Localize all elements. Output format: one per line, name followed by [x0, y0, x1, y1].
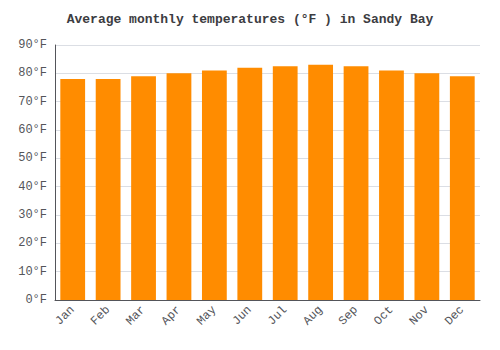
svg-text:Jun: Jun — [230, 303, 255, 328]
svg-text:70°F: 70°F — [18, 95, 47, 109]
svg-text:Nov: Nov — [407, 303, 432, 328]
svg-text:Feb: Feb — [88, 303, 113, 328]
svg-text:50°F: 50°F — [18, 151, 47, 165]
svg-text:May: May — [194, 303, 219, 328]
svg-text:Dec: Dec — [442, 303, 467, 328]
svg-text:10°F: 10°F — [18, 265, 47, 279]
svg-text:Oct: Oct — [371, 303, 396, 328]
svg-text:60°F: 60°F — [18, 123, 47, 137]
svg-text:Sep: Sep — [336, 303, 361, 328]
svg-text:Apr: Apr — [159, 303, 184, 328]
svg-text:30°F: 30°F — [18, 208, 47, 222]
svg-text:Mar: Mar — [123, 303, 148, 328]
svg-text:40°F: 40°F — [18, 180, 47, 194]
svg-text:Jul: Jul — [265, 303, 290, 328]
svg-text:Aug: Aug — [300, 303, 325, 328]
svg-text:80°F: 80°F — [18, 66, 47, 80]
svg-text:Jan: Jan — [53, 303, 78, 328]
svg-text:90°F: 90°F — [18, 38, 47, 52]
svg-text:Average monthly temperatures (: Average monthly temperatures (°F ) in Sa… — [67, 12, 434, 27]
svg-text:20°F: 20°F — [18, 236, 47, 250]
svg-text:0°F: 0°F — [25, 293, 47, 307]
